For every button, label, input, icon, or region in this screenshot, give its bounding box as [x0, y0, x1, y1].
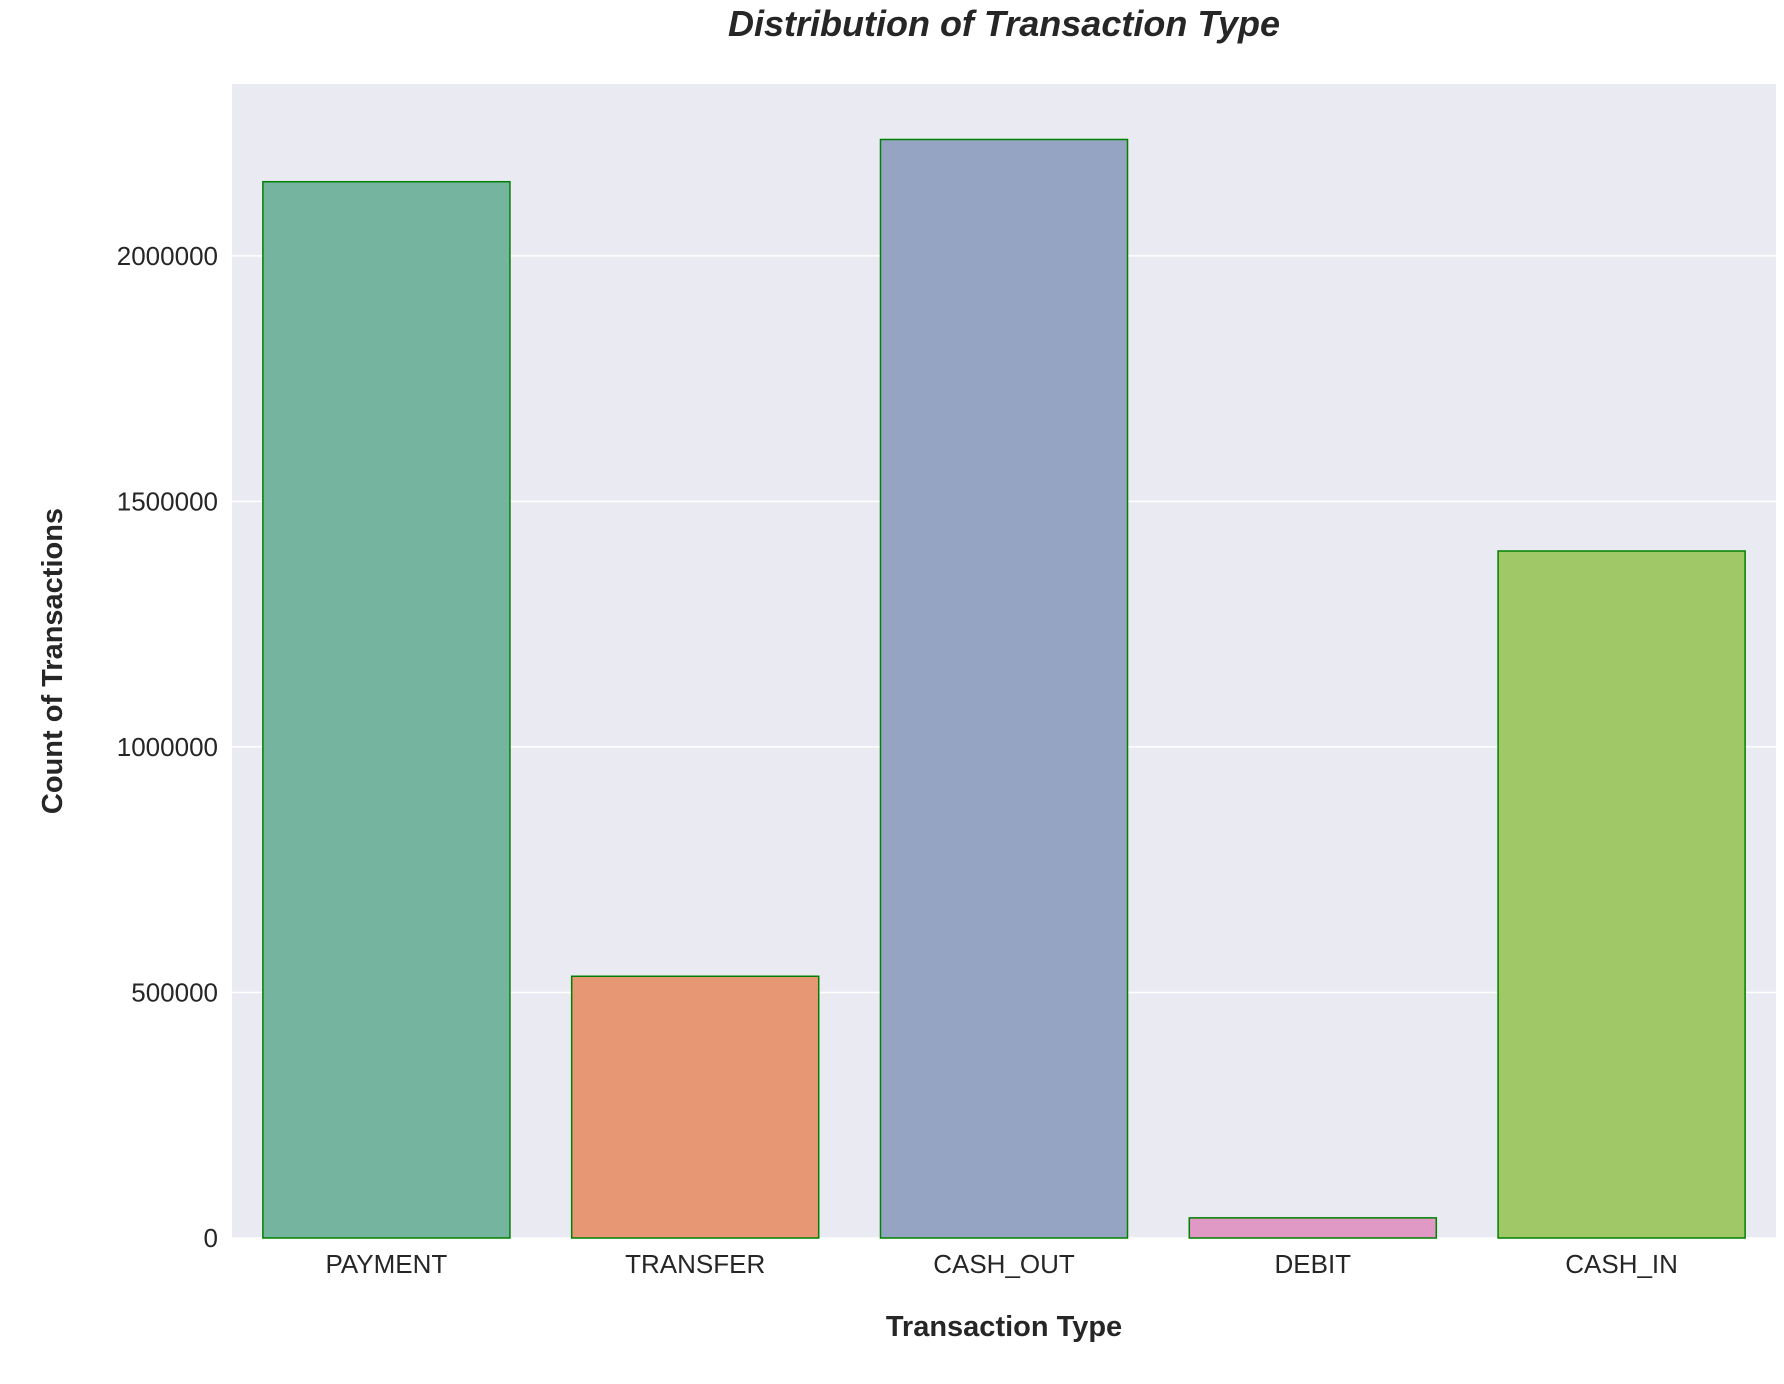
bar-debit	[1188, 1217, 1438, 1239]
x-tick-labels: PAYMENT TRANSFER CASH_OUT DEBIT CASH_IN	[325, 1249, 1677, 1279]
x-tick-label: TRANSFER	[625, 1249, 765, 1279]
bar-cash-in	[1497, 550, 1746, 1239]
y-tick-label: 2000000	[117, 241, 218, 271]
y-tick-labels: 0 500000 1000000 1500000 2000000	[117, 241, 218, 1253]
y-tick-label: 500000	[131, 977, 218, 1007]
x-tick-label: PAYMENT	[325, 1249, 447, 1279]
x-tick-label: CASH_IN	[1565, 1249, 1678, 1279]
x-axis-label: Transaction Type	[886, 1311, 1122, 1343]
y-tick-label: 1000000	[117, 732, 218, 762]
bar-cash-out	[879, 138, 1129, 1239]
bar-transfer	[570, 975, 820, 1239]
x-tick-label: CASH_OUT	[933, 1249, 1075, 1279]
bars	[262, 138, 1746, 1239]
y-tick-label: 0	[204, 1223, 218, 1253]
x-tick-label: DEBIT	[1275, 1249, 1352, 1279]
bar-payment	[262, 180, 511, 1239]
y-axis-label: Count of Transactions	[37, 508, 69, 814]
chart-title: Distribution of Transaction Type	[728, 3, 1280, 44]
y-tick-label: 1500000	[117, 486, 218, 516]
